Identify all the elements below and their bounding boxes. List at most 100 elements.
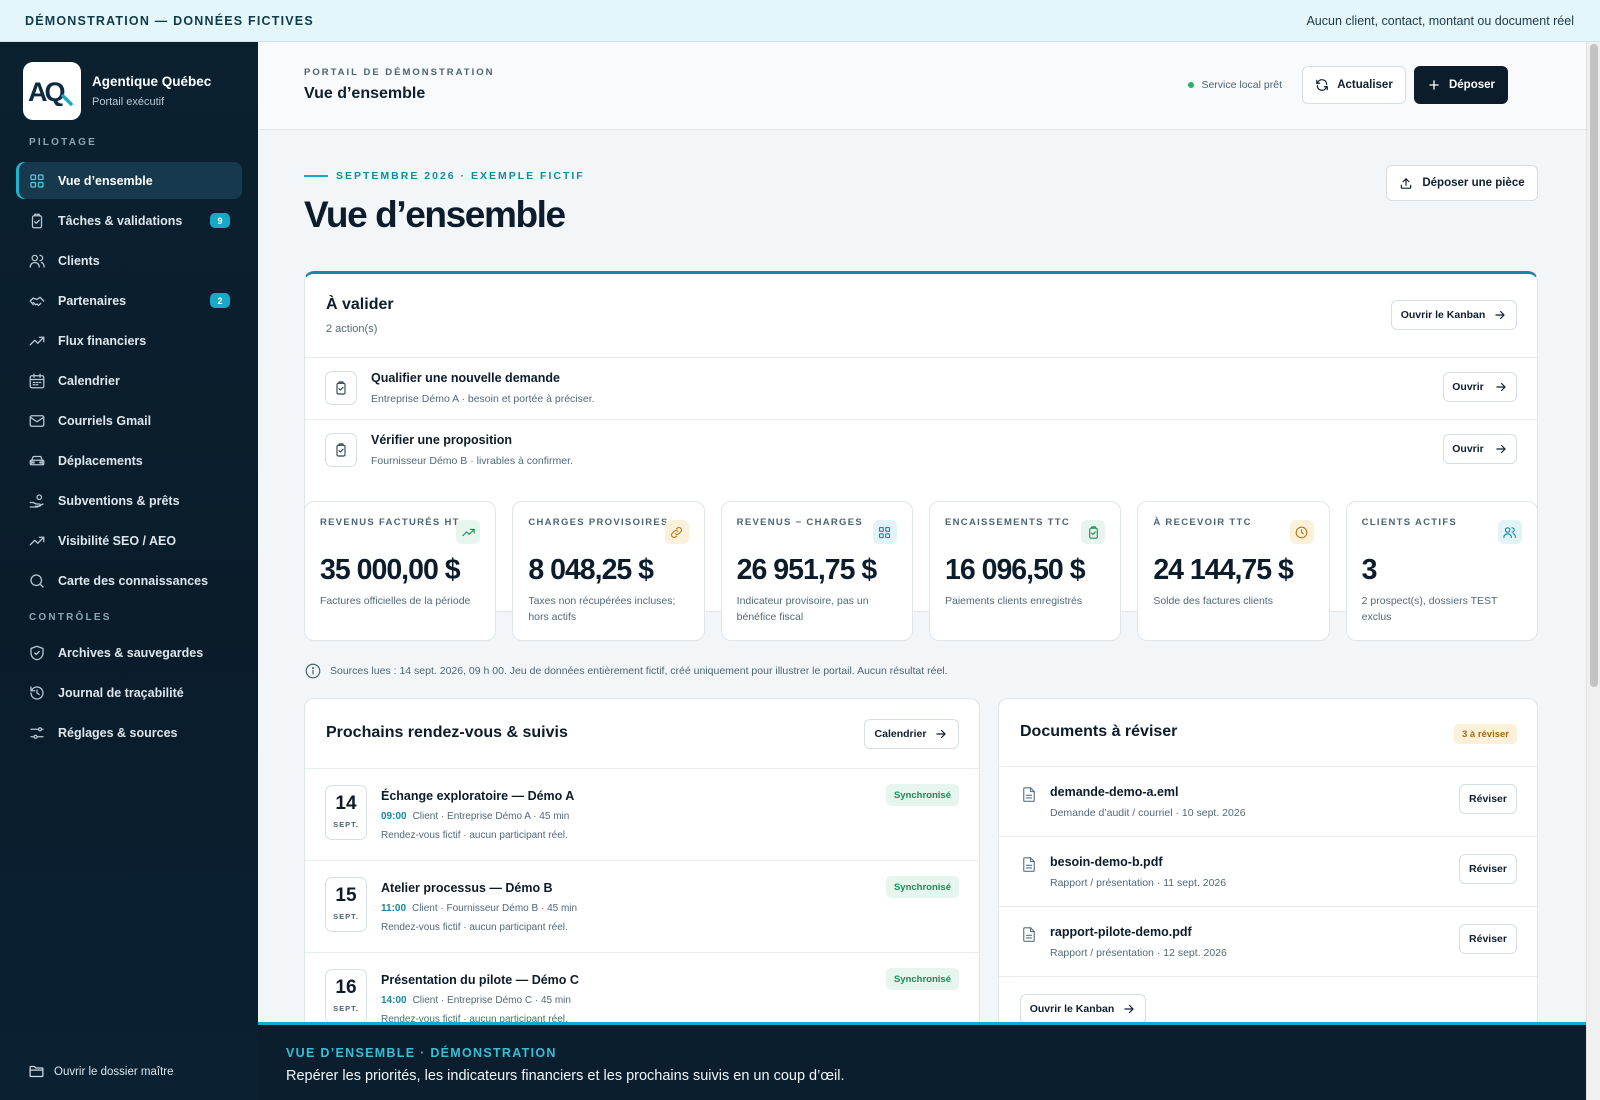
sidebar-item-5[interactable]: Flux financiers (16, 322, 242, 359)
appointment-title: Échange exploratoire — Démo A (381, 789, 575, 803)
users-icon (1497, 520, 1522, 544)
upload-icon (1399, 176, 1413, 190)
grid-icon (872, 520, 897, 544)
appointment-date: 14 SEPT. (325, 785, 367, 840)
appointment-row[interactable]: 14 SEPT. Échange exploratoire — Démo A 09:0… (305, 769, 979, 861)
upload-document-label: Déposer une pièce (1422, 177, 1525, 189)
sidebar-item-1[interactable]: Vue d’ensemble (16, 162, 242, 199)
sidebar-item-2[interactable]: Journal de traçabilité (16, 674, 242, 711)
search-icon (28, 572, 46, 590)
kpi-label: REVENUS − CHARGES (736, 517, 864, 528)
header-title: Vue d’ensemble (304, 85, 426, 102)
service-status-label: Service local prêt (1201, 79, 1282, 91)
sidebar: AQ Agentique Québec Portail exécutif PIL… (0, 42, 258, 1100)
appointment-day: 14 (335, 793, 357, 814)
upload-document-button[interactable]: Déposer une pièce (1386, 165, 1538, 201)
info-icon (304, 662, 322, 680)
task-row: Qualifier une nouvelle demande Entreprise… (305, 358, 1537, 420)
arrow-right-icon (1494, 380, 1508, 394)
appointment-details: Client · Entreprise Démo C · 45 min (412, 995, 571, 1006)
sidebar-item-6[interactable]: Calendrier (16, 362, 242, 399)
section-label-controles: CONTRÔLES (29, 612, 112, 623)
kpi-description: Factures officielles de la période (320, 595, 471, 607)
sidebar-item-11[interactable]: Carte des connaissances (16, 562, 242, 599)
sources-note: Sources lues : 14 sept. 2026, 09 h 00. J… (304, 662, 948, 680)
sidebar-item-3[interactable]: Clients (16, 242, 242, 279)
shield-check-icon (28, 644, 46, 662)
service-status: Service local prêt (1188, 79, 1282, 91)
open-task-label: Ouvrir (1452, 443, 1484, 455)
kpi-card: À RECEVOIR TTC 24 144,75 $ Solde des factu… (1137, 501, 1330, 641)
hand-coins-icon (28, 492, 46, 510)
sidebar-item-label: Carte des connaissances (58, 573, 209, 588)
calendar-button[interactable]: Calendrier (864, 719, 959, 749)
open-task-label: Ouvrir (1452, 381, 1484, 393)
scrollbar-thumb[interactable] (1590, 44, 1598, 687)
document-name: rapport-pilote-demo.pdf (1050, 925, 1192, 939)
page-scrollbar[interactable] (1586, 42, 1600, 1100)
arrow-right-icon (1122, 1002, 1136, 1016)
open-kanban-button[interactable]: Ouvrir le Kanban (1391, 300, 1517, 330)
open-task-button[interactable]: Ouvrir (1443, 372, 1517, 402)
appointment-date: 16 SEPT. (325, 969, 367, 1024)
appointment-time: 11:00 (381, 903, 407, 914)
clipboard-check-icon (1081, 520, 1106, 544)
sidebar-item-4[interactable]: Partenaires 2 (16, 282, 242, 319)
sidebar-item-10[interactable]: Visibilité SEO / AEO (16, 522, 242, 559)
file-icon (1020, 785, 1038, 805)
review-button[interactable]: Réviser (1459, 924, 1517, 954)
sidebar-item-badge: 2 (210, 293, 230, 308)
brand-name: Agentique Québec (92, 74, 212, 89)
open-master-folder-link[interactable]: Ouvrir le dossier maître (28, 1063, 174, 1080)
deposit-button[interactable]: Déposer (1414, 66, 1508, 104)
clock-icon (1289, 520, 1314, 544)
sidebar-item-2[interactable]: Tâches & validations 9 (16, 202, 242, 239)
kpi-row: REVENUS FACTURÉS HT 35 000,00 $ Factures o… (304, 501, 1538, 641)
open-kanban-label: Ouvrir le Kanban (1400, 309, 1486, 321)
sidebar-item-3[interactable]: Réglages & sources (16, 714, 242, 751)
clipboard-check-icon (325, 371, 357, 405)
sidebar-item-label: Courriels Gmail (58, 413, 152, 428)
sidebar-nav-controles: Archives & sauvegardes Journal de traçabi… (16, 634, 242, 754)
kpi-label: CHARGES PROVISOIRES (528, 517, 669, 528)
sync-status-badge: Synchronisé (885, 968, 959, 990)
sidebar-item-8[interactable]: Déplacements (16, 442, 242, 479)
task-row: Vérifier une proposition Fournisseur Démo… (305, 420, 1537, 482)
sidebar-nav-pilotage: Vue d’ensemble Tâches & validations 9 Clien… (16, 162, 242, 602)
sidebar-item-7[interactable]: Courriels Gmail (16, 402, 242, 439)
file-icon (1020, 925, 1038, 945)
appointment-day: 16 (335, 977, 357, 998)
appointment-title: Atelier processus — Démo B (381, 881, 553, 895)
open-task-button[interactable]: Ouvrir (1443, 434, 1517, 464)
sidebar-item-1[interactable]: Archives & sauvegardes (16, 634, 242, 671)
file-icon (1020, 855, 1038, 875)
documents-title: Documents à réviser (1020, 723, 1178, 740)
handshake-icon (28, 292, 46, 310)
validation-panel: À valider 2 action(s) Ouvrir le Kanban Q… (304, 271, 1538, 612)
trending-up-icon (28, 332, 46, 350)
arrow-right-icon (1494, 442, 1508, 456)
clipboard-check-icon (325, 433, 357, 467)
grid-icon (28, 172, 46, 190)
calendar-button-label: Calendrier (874, 728, 927, 740)
sidebar-item-label: Archives & sauvegardes (58, 645, 204, 660)
document-meta: Rapport / présentation · 12 sept. 2026 (1050, 947, 1227, 959)
review-button[interactable]: Réviser (1459, 784, 1517, 814)
sidebar-item-label: Flux financiers (58, 333, 147, 348)
appointment-time: 09:00 (381, 811, 407, 822)
appointment-row[interactable]: 15 SEPT. Atelier processus — Démo B 11:00 Cl… (305, 861, 979, 953)
refresh-button[interactable]: Actualiser (1302, 66, 1406, 104)
review-button[interactable]: Réviser (1459, 854, 1517, 884)
refresh-icon (1315, 78, 1329, 92)
task-title: Qualifier une nouvelle demande (371, 371, 560, 385)
appointment-meta: 14:00 Client · Entreprise Démo C · 45 min (381, 995, 571, 1006)
brand[interactable]: AQ Agentique Québec Portail exécutif (23, 62, 211, 120)
sidebar-item-9[interactable]: Subventions & prêts (16, 482, 242, 519)
kpi-card: ENCAISSEMENTS TTC 16 096,50 $ Paiements cl… (928, 501, 1122, 641)
sidebar-item-badge: 9 (210, 213, 230, 228)
documents-open-kanban-button[interactable]: Ouvrir le Kanban (1020, 994, 1146, 1024)
brand-logo: AQ (23, 62, 81, 120)
header-kicker: PORTAIL DE DÉMONSTRATION (304, 67, 495, 78)
appointment-title: Présentation du pilote — Démo C (381, 973, 579, 987)
topbar: PORTAIL DE DÉMONSTRATION Vue d’ensemble … (258, 42, 1586, 130)
